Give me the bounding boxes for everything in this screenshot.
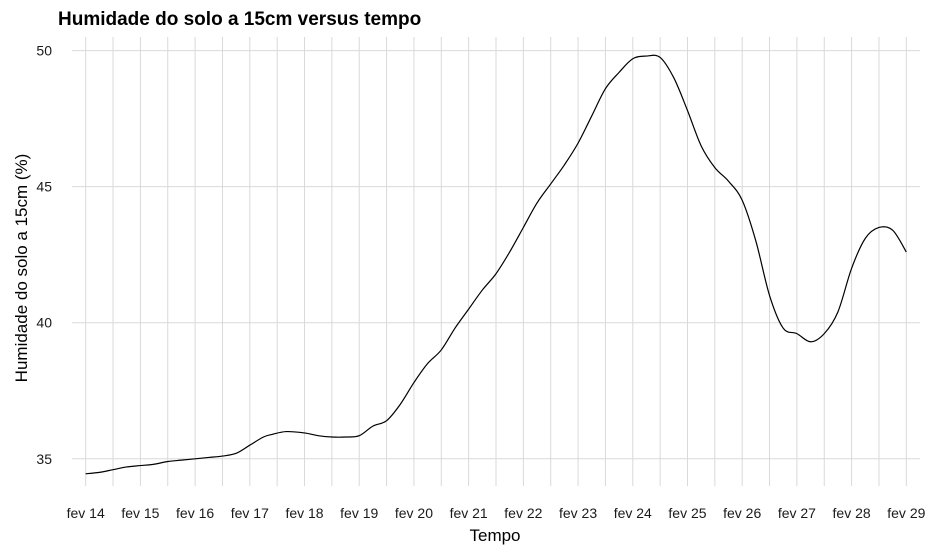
x-tick-label: fev 16 bbox=[176, 505, 214, 521]
y-tick-label: 35 bbox=[36, 451, 52, 467]
y-tick-label: 40 bbox=[36, 315, 52, 331]
x-tick-label: fev 22 bbox=[504, 505, 542, 521]
x-tick-label: fev 23 bbox=[559, 505, 597, 521]
y-tick-label: 45 bbox=[36, 179, 52, 195]
x-tick-label: fev 26 bbox=[723, 505, 761, 521]
x-tick-label: fev 19 bbox=[340, 505, 378, 521]
x-tick-label: fev 18 bbox=[285, 505, 323, 521]
y-axis-title: Humidade do solo a 15cm (%) bbox=[12, 154, 31, 383]
x-tick-label: fev 15 bbox=[121, 505, 159, 521]
x-tick-label: fev 25 bbox=[668, 505, 706, 521]
x-tick-label: fev 28 bbox=[833, 505, 871, 521]
x-tick-label: fev 20 bbox=[395, 505, 433, 521]
soil-moisture-line bbox=[85, 54, 907, 475]
x-tick-label: fev 17 bbox=[231, 505, 269, 521]
y-axis-ticks: 35 40 45 50 bbox=[36, 43, 52, 467]
x-tick-label: fev 29 bbox=[887, 505, 925, 521]
x-tick-label: fev 21 bbox=[450, 505, 488, 521]
grid bbox=[72, 37, 920, 486]
x-tick-label: fev 27 bbox=[778, 505, 816, 521]
y-tick-label: 50 bbox=[36, 43, 52, 59]
x-tick-label: fev 24 bbox=[614, 505, 652, 521]
x-axis-title: Tempo bbox=[469, 526, 520, 545]
x-axis-ticks: fev 14 fev 15 fev 16 fev 17 fev 18 fev 19 fev … bbox=[67, 505, 926, 521]
x-tick-label: fev 14 bbox=[67, 505, 105, 521]
chart-title: Humidade do solo a 15cm versus tempo bbox=[58, 9, 421, 30]
